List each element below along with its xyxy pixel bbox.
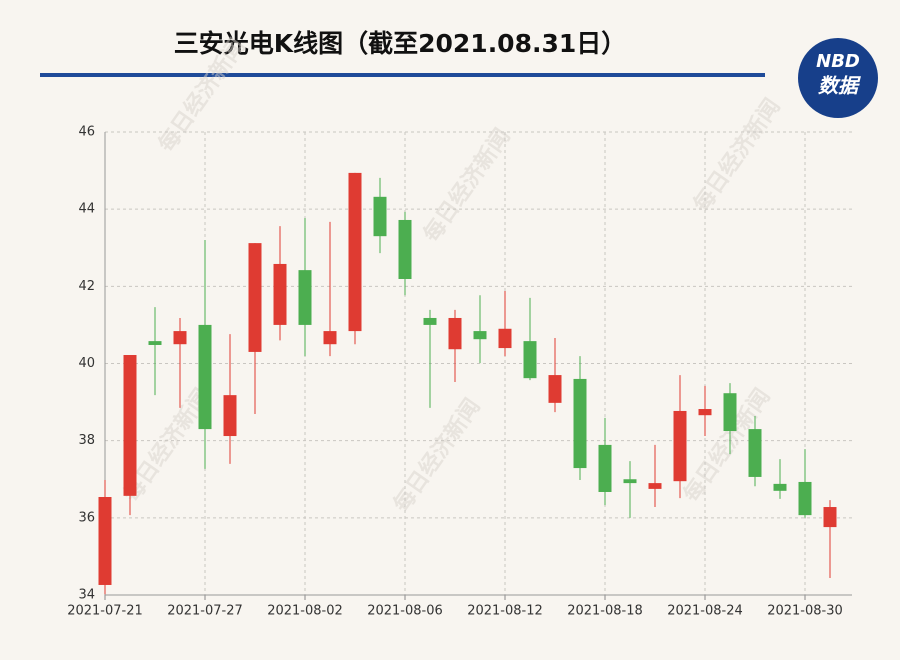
candle-body: [523, 341, 537, 379]
x-tick-label: 2021-07-27: [167, 604, 243, 619]
title-rule: [40, 73, 765, 77]
y-tick-label: 38: [78, 433, 95, 448]
candle-body: [273, 263, 287, 325]
candle-body: [298, 270, 312, 325]
candle-body: [373, 196, 387, 237]
y-tick-label: 40: [78, 356, 95, 371]
x-tick-label: 2021-08-30: [767, 604, 843, 619]
y-tick-label: 36: [78, 510, 95, 525]
logo: [798, 38, 878, 118]
candle-body: [648, 483, 662, 489]
candle-body: [748, 429, 762, 477]
candle-body: [223, 395, 237, 437]
candle-body: [573, 378, 587, 469]
x-tick-label: 2021-08-02: [267, 604, 343, 619]
candle-body: [498, 328, 512, 349]
candle-body: [98, 496, 112, 585]
logo-bottom: 数据: [818, 74, 861, 98]
y-tick-label: 44: [78, 202, 95, 217]
y-tick-label: 46: [78, 125, 95, 140]
candle-body: [823, 507, 837, 528]
candle-body: [623, 479, 637, 484]
candle-body: [798, 481, 812, 516]
candle-body: [323, 331, 337, 345]
candle-body: [773, 483, 787, 491]
candle-body: [148, 341, 162, 345]
candle-body: [673, 410, 687, 482]
candle-body: [123, 355, 137, 496]
y-tick-label: 34: [78, 588, 95, 603]
candle-body: [698, 409, 712, 416]
x-tick-label: 2021-08-24: [667, 604, 743, 619]
candle-body: [398, 219, 412, 280]
candle-body: [473, 331, 487, 340]
candle-body: [723, 393, 737, 432]
x-tick-label: 2021-08-18: [567, 604, 643, 619]
candle-body: [348, 172, 362, 332]
y-tick-label: 42: [78, 279, 95, 294]
x-tick-label: 2021-08-12: [467, 604, 543, 619]
candle-body: [448, 317, 462, 350]
candle-body: [248, 243, 262, 352]
x-tick-label: 2021-08-06: [367, 604, 443, 619]
candle-body: [548, 375, 562, 403]
logo-top: NBD: [816, 51, 860, 72]
candle-body: [598, 444, 612, 492]
candle-body: [423, 317, 437, 325]
x-tick-label: 2021-07-21: [67, 604, 143, 619]
candle-body: [198, 324, 212, 430]
candle-body: [173, 331, 187, 345]
chart-title: 三安光电K线图（截至2021.08.31日）: [174, 29, 627, 58]
